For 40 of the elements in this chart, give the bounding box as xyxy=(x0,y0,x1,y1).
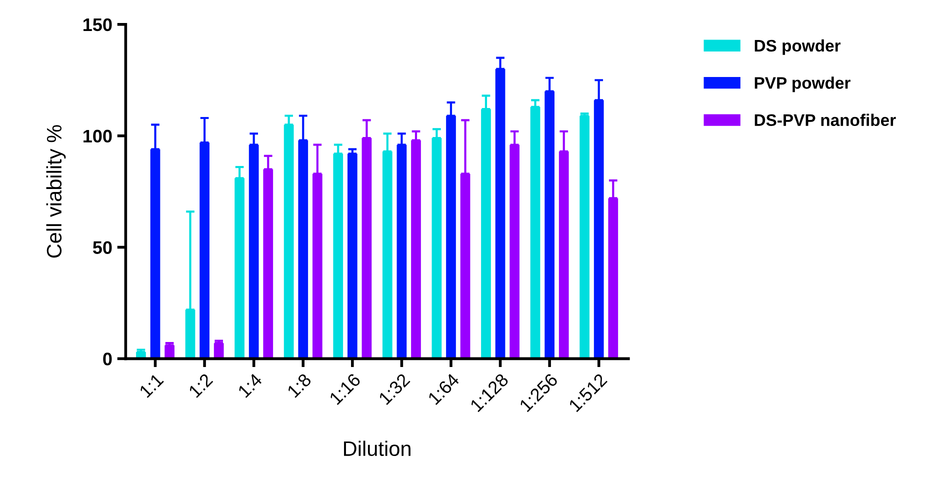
bar xyxy=(382,151,392,359)
bar xyxy=(411,140,421,359)
y-axis-title: Cell viability % xyxy=(46,125,66,258)
x-tick-label: 1:4 xyxy=(238,372,263,398)
y-tick-label: 50 xyxy=(92,241,112,254)
legend-label: DS-PVP nanofiber xyxy=(754,114,896,126)
bar xyxy=(608,198,618,359)
bar xyxy=(362,138,372,359)
bar xyxy=(594,100,604,359)
bar xyxy=(248,144,259,359)
y-tick-label: 0 xyxy=(103,352,112,366)
x-axis-title: Dilution xyxy=(344,440,410,456)
y-tick-label: 150 xyxy=(84,18,112,32)
bar xyxy=(263,169,274,359)
bar xyxy=(298,140,308,359)
bar xyxy=(347,154,358,359)
bar xyxy=(396,144,407,359)
bar xyxy=(185,310,196,359)
bar xyxy=(200,142,210,359)
bar xyxy=(432,138,442,359)
x-tick-label: 1:1 xyxy=(138,372,164,398)
bar xyxy=(495,68,506,359)
bar xyxy=(234,178,244,359)
bar xyxy=(446,116,456,359)
legend-label: PVP powder xyxy=(754,76,850,92)
bar xyxy=(530,106,540,359)
bar xyxy=(481,109,491,359)
legend-label: DS powder xyxy=(754,39,841,55)
bar xyxy=(460,174,470,359)
bar xyxy=(333,154,344,359)
bar xyxy=(544,91,554,359)
y-tick-label: 100 xyxy=(84,130,112,143)
bar xyxy=(510,144,520,359)
x-tick-label: 1:2 xyxy=(188,372,214,398)
bar xyxy=(284,124,294,359)
bar xyxy=(580,116,590,359)
bar xyxy=(312,174,322,359)
x-tick-label: 1:8 xyxy=(286,372,312,398)
bar xyxy=(558,151,569,359)
bar xyxy=(150,149,160,359)
